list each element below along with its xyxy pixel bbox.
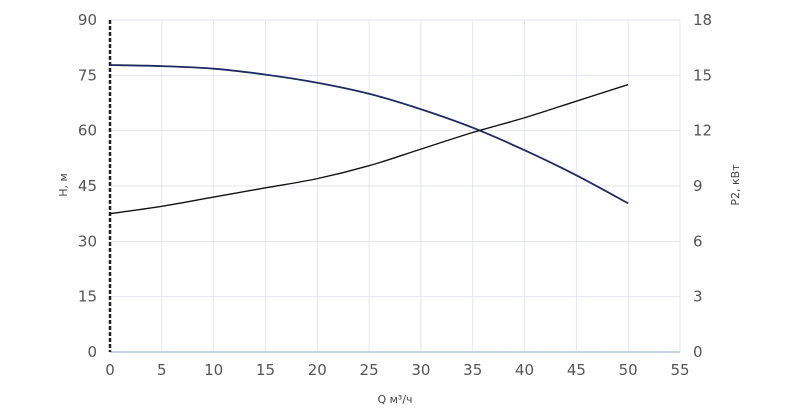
x-tick-label: 30 [411,361,430,379]
y-left-tick-label: 30 [78,232,97,250]
y-right-tick-label: 12 [693,122,712,140]
y-left-tick-label: 60 [78,122,97,140]
y-right-tick-label: 6 [693,232,703,250]
x-tick-label: 25 [360,361,379,379]
x-tick-label: 35 [463,361,482,379]
y-right-tick-label: 3 [693,288,703,306]
series-lines [109,64,629,215]
x-tick-label: 15 [256,361,275,379]
x-tick-label: 5 [157,361,167,379]
tick-labels: 0 5 10 15 20 25 30 35 40 45 50 55015304560759003691… [78,11,712,379]
y-right-tick-label: 18 [693,11,712,29]
x-axis-title: Q м³/ч [377,393,412,406]
y-left-tick-label: 45 [78,177,97,195]
x-tick-label: 20 [308,361,327,379]
grid-lines [110,19,681,352]
head-curve-line [109,64,629,205]
x-tick-label: 55 [670,361,689,379]
axes [108,20,680,353]
y-right-tick-label: 15 [693,66,712,84]
x-tick-label: 40 [515,361,534,379]
y-axis-left-title: H, м [57,173,70,197]
x-tick-label: 50 [619,361,638,379]
x-tick-label: 0 [105,361,115,379]
x-tick-label: 45 [567,361,586,379]
power-curve-line [109,83,629,215]
y-left-tick-label: 15 [78,288,97,306]
y-right-tick-label: 9 [693,177,703,195]
x-tick-label: 10 [204,361,223,379]
y-left-tick-label: 0 [87,343,97,361]
y-left-tick-label: 75 [78,66,97,84]
y-left-tick-label: 90 [78,11,97,29]
y-right-tick-label: 0 [693,343,703,361]
y-axis-right-title: P2, кВт [729,164,742,206]
